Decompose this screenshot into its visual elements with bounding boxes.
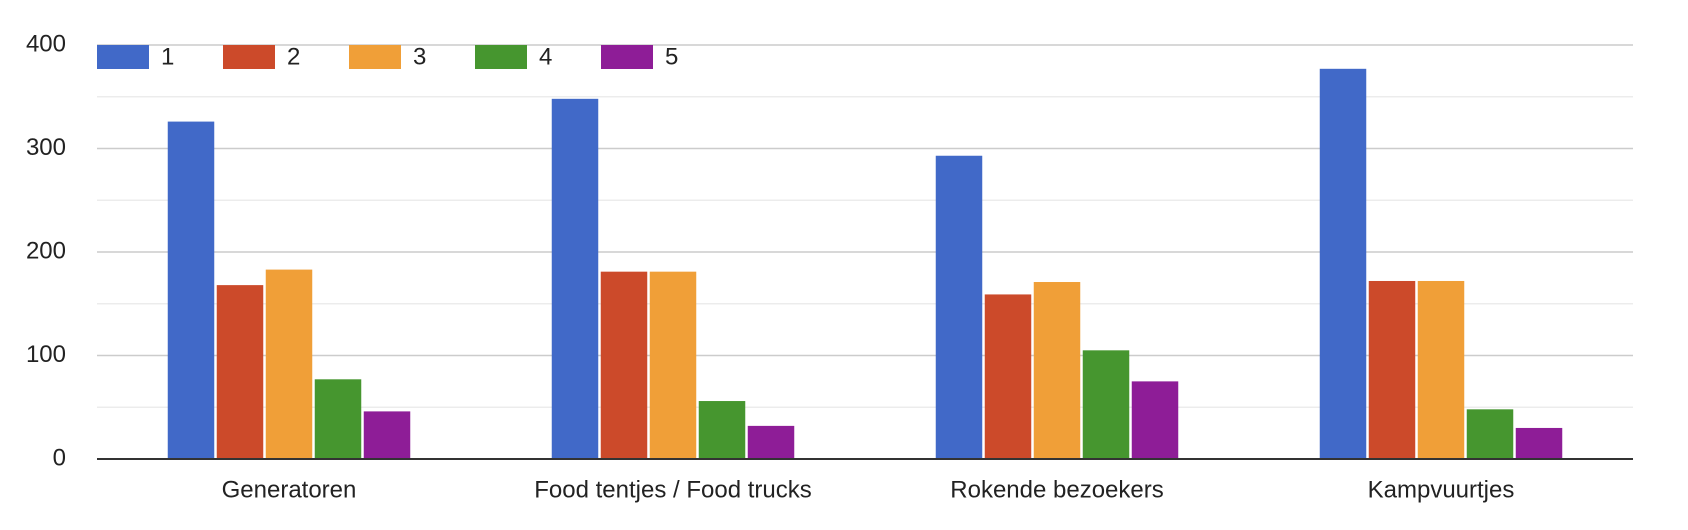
bar	[265, 269, 313, 459]
bar	[1131, 381, 1179, 459]
bar	[698, 401, 746, 459]
x-tick-label: Generatoren	[222, 476, 357, 503]
bar	[363, 411, 411, 459]
bar	[314, 379, 362, 459]
legend-label: 1	[161, 43, 174, 70]
legend-label: 5	[665, 43, 678, 70]
bar	[747, 425, 795, 459]
bar	[1319, 68, 1367, 460]
bar	[216, 285, 264, 459]
legend-swatch	[475, 45, 527, 69]
legend-label: 2	[287, 43, 300, 70]
y-tick-label: 0	[53, 444, 66, 471]
y-tick-label: 100	[26, 341, 66, 368]
legend-swatch	[223, 45, 275, 69]
legend-swatch	[97, 45, 149, 69]
legend-label: 4	[539, 43, 552, 70]
legend-swatch	[349, 45, 401, 69]
bar	[649, 271, 697, 459]
bar	[1417, 280, 1465, 459]
bar	[1466, 409, 1514, 459]
bar	[1515, 427, 1563, 459]
legend-label: 3	[413, 43, 426, 70]
bar	[935, 155, 983, 459]
bar	[1368, 280, 1416, 459]
bar	[551, 98, 599, 459]
y-tick-label: 400	[26, 30, 66, 57]
bar	[984, 294, 1032, 459]
x-tick-label: Kampvuurtjes	[1368, 476, 1515, 503]
x-tick-label: Rokende bezoekers	[950, 476, 1163, 503]
legend-swatch	[601, 45, 653, 69]
x-tick-label: Food tentjes / Food trucks	[534, 476, 811, 503]
bar	[1033, 282, 1081, 459]
bar	[600, 271, 648, 459]
y-tick-label: 300	[26, 134, 66, 161]
bar	[1082, 350, 1130, 459]
bar	[167, 121, 215, 459]
y-tick-label: 200	[26, 237, 66, 264]
